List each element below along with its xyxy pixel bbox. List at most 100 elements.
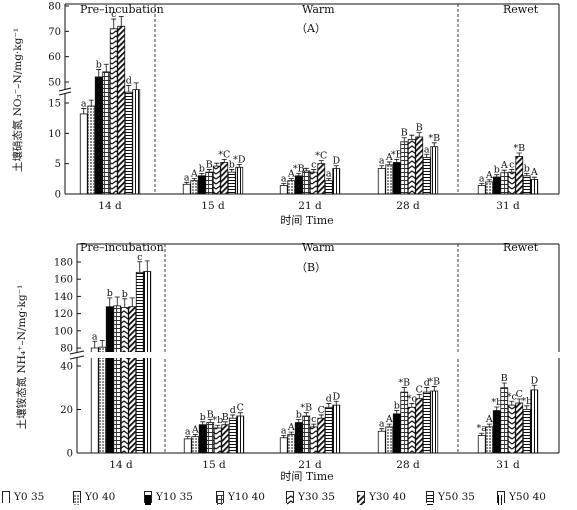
panel-b-xlabel: 时间 Time [280,470,333,483]
error-bar [230,414,236,419]
significance-letter: a [379,156,385,167]
bar-y0-35 [377,430,386,454]
legend-item-y50-40: Y50 40 [497,489,546,505]
significance-letter: a [424,144,430,155]
legend-swatch [2,491,10,505]
significance-letter: *D [233,154,246,165]
bar-y50-40 [132,89,141,195]
bar-y50-35 [124,91,133,195]
error-bar [311,169,317,173]
panel-b-ytick-label: 160 [54,275,73,286]
bar-y10-35 [492,410,501,454]
legend-label: Y30 40 [369,491,406,503]
bar-y10-40 [102,71,111,195]
significance-letter: *c [507,391,517,402]
panel-a-ytick-label: 15 [48,99,61,110]
error-bar [222,421,228,425]
significance-letter: B [401,128,408,139]
panel-b-category-label: 15 d [202,459,226,471]
error-bar [81,108,87,114]
error-bar [281,183,287,186]
error-bar [88,99,94,107]
error-bar [318,160,324,164]
bar-y10-40 [500,172,509,195]
bar-y30-35 [309,426,318,454]
bar-y50-35 [324,180,333,195]
significance-letter: *b [521,396,532,407]
error-bar [191,178,197,181]
significance-letter: *b [212,415,223,426]
bar-y10-35 [392,162,401,195]
error-bar [386,161,392,165]
bar-y10-35 [294,175,303,195]
error-bar [524,172,530,176]
error-bar [326,178,332,181]
error-bar [214,162,220,167]
error-bar [424,153,430,158]
bar-y0-40 [485,181,494,195]
significance-letter: c [311,160,316,171]
significance-letter: a [184,172,190,183]
significance-letter: a [92,331,98,342]
bar-y50-40 [143,271,152,454]
error-bar [509,400,515,406]
bar-y0-35 [477,185,486,195]
error-bar [192,433,198,437]
error-bar [200,421,206,425]
error-bar [409,134,415,140]
error-bar [118,15,124,27]
error-bar [185,436,191,439]
significance-letter: *B [513,143,525,154]
bar-y50-40 [530,179,539,195]
bar-y0-40 [287,434,296,454]
significance-letter: d [424,378,430,389]
significance-letter: d [126,76,132,87]
bar-y30-40 [220,162,229,195]
significance-letter: C [416,384,423,395]
significance-letter: B [206,160,213,171]
bar-y0-40 [191,436,200,454]
legend-item-y10-35: Y10 35 [144,489,193,505]
error-bar [92,340,98,348]
panel-a-ytick-label: 60 [48,52,61,63]
error-bar [531,176,537,180]
legend-item-y0-40: Y0 40 [73,489,115,505]
panel-b-label: （B） [296,261,326,274]
legend-label: Y10 35 [156,491,193,503]
significance-letter: a [81,98,87,109]
significance-letter: b [394,400,400,411]
significance-letter: A [190,168,198,179]
panel-b-phase-warm: Warm [302,241,335,254]
panel-b-ytick-label: 120 [54,309,73,320]
panel-b-axis-break [68,350,568,360]
bar-y50-35 [522,409,531,454]
error-bar [486,423,492,427]
panel-b-ytick-label: 140 [54,292,73,303]
significance-letter: C [516,389,523,400]
panel-a-category-label: 15 d [201,200,225,212]
error-bar [96,69,102,77]
bar-y10-40 [206,422,215,454]
error-bar [486,179,492,182]
error-bar [107,297,113,307]
error-bar [531,384,537,390]
legend-swatch [497,491,505,505]
error-bar [386,423,392,427]
bar-y50-35 [228,417,237,454]
error-bar [288,431,294,435]
error-bar [311,423,317,427]
error-bar [129,297,135,307]
significance-letter: a [479,174,485,185]
significance-letter: D [530,375,538,386]
bar-y0-40 [287,180,296,195]
legend-label: Y30 35 [298,491,335,503]
significance-letter: *b [491,397,502,408]
significance-letter: a [326,168,332,179]
bar-y0-40 [385,426,394,454]
significance-letter: b [296,410,302,421]
error-bar [401,137,407,142]
error-bar [111,18,117,29]
significance-letter: c [311,414,316,425]
legend-item-y10-40: Y10 40 [216,489,265,505]
panel-a-ytick-label: 80 [48,2,61,13]
